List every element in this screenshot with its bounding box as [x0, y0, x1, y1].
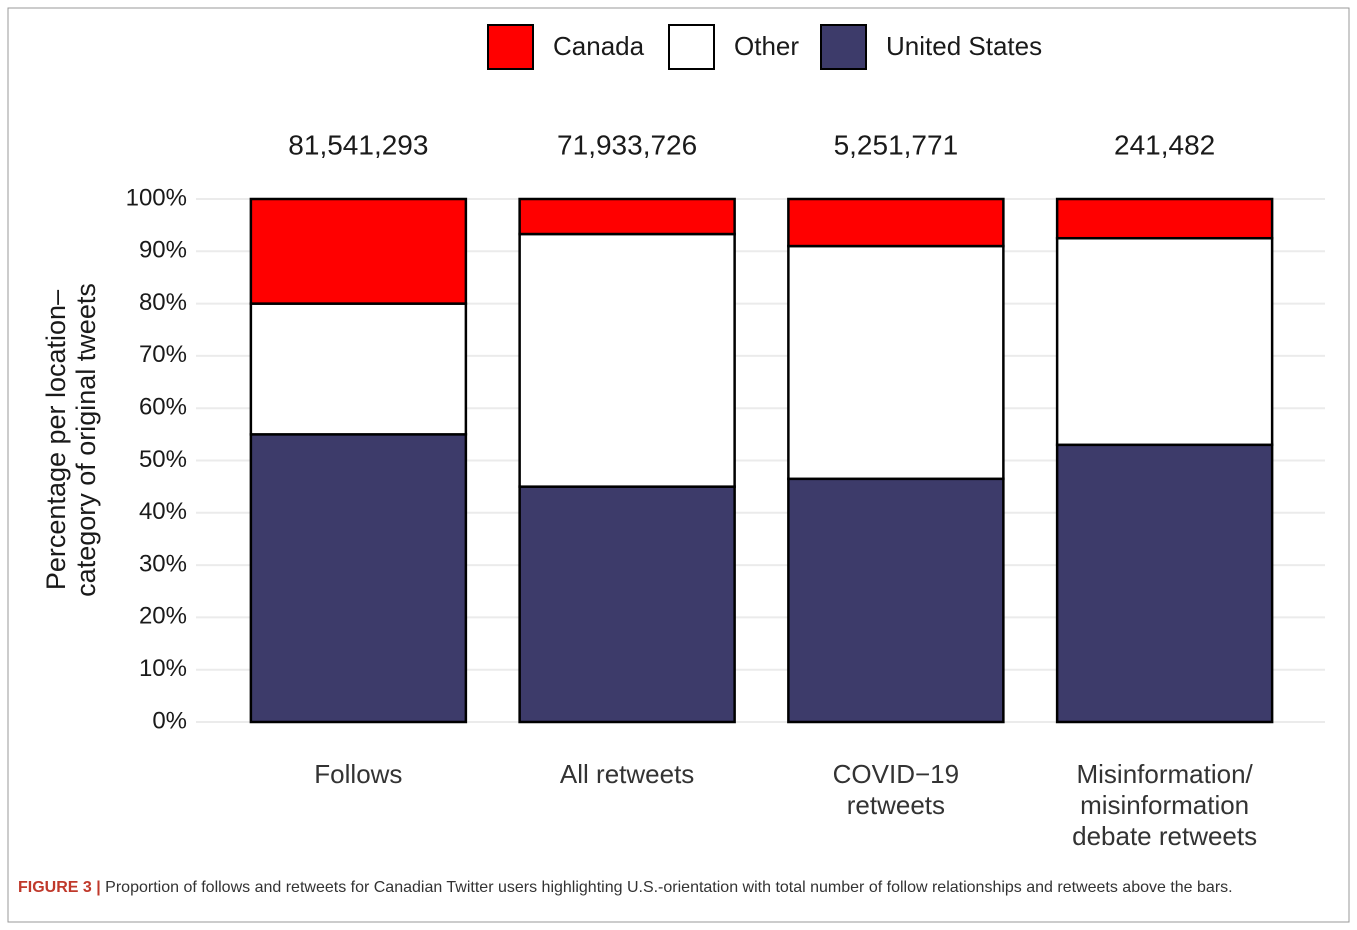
- total-label: 241,482: [1114, 129, 1215, 160]
- y-tick-label: 10%: [139, 655, 187, 682]
- bar-segment: [249, 433, 468, 724]
- y-tick-label: 90%: [139, 237, 187, 264]
- x-tick-label: All retweets: [559, 759, 695, 789]
- total-label: 81,541,293: [288, 129, 428, 160]
- bar-segment: [787, 197, 1005, 248]
- y-tick-label: 30%: [139, 550, 187, 577]
- y-tick-label: 60%: [139, 394, 187, 421]
- legend-label: Other: [734, 31, 799, 61]
- y-tick-label: 100%: [126, 184, 187, 211]
- y-tick-label: 70%: [139, 341, 187, 368]
- caption-label: FIGURE 3 |: [18, 879, 101, 896]
- legend-swatch: [820, 24, 867, 70]
- bar-segment: [518, 197, 736, 236]
- bar-segment: [249, 197, 468, 305]
- bar-segment: [787, 477, 1005, 724]
- total-label: 5,251,771: [834, 129, 959, 160]
- x-tick-label: Follows: [314, 759, 403, 789]
- bar-segment: [1055, 236, 1274, 447]
- bar-segment: [787, 244, 1005, 481]
- x-tick-label: COVID−19 retweets: [832, 759, 960, 820]
- caption-text: Proportion of follows and retweets for C…: [105, 879, 1233, 896]
- legend-label: Canada: [553, 31, 645, 61]
- total-label: 71,933,726: [557, 129, 697, 160]
- legend-swatch: [487, 24, 534, 70]
- y-tick-label: 0%: [152, 707, 187, 734]
- x-tick-label: Misinformation/ misinformation debate re…: [1072, 759, 1258, 851]
- y-tick-label: 80%: [139, 289, 187, 316]
- y-tick-label: 20%: [139, 603, 187, 630]
- legend-label: United States: [886, 31, 1042, 61]
- bar-segment: [518, 485, 736, 724]
- y-axis-label: Percentage per location–category of orig…: [41, 283, 101, 597]
- bar-segment: [249, 302, 468, 436]
- y-tick-label: 50%: [139, 446, 187, 473]
- bar-segment: [1055, 197, 1274, 240]
- frame: [7, 7, 1350, 923]
- caption: FIGURE 3 | Proportion of follows and ret…: [18, 876, 1338, 900]
- bar-segment: [1055, 443, 1274, 724]
- y-tick-label: 40%: [139, 498, 187, 525]
- legend-swatch: [668, 24, 715, 70]
- bar-segment: [518, 232, 736, 488]
